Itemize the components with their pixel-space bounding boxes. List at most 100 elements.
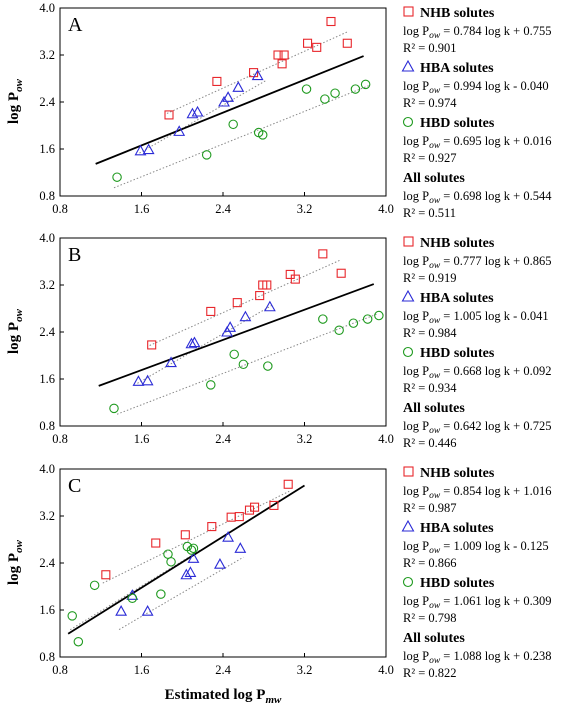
equation-nhb-solutes: log Pow = 0.854 log k + 1.016 [403, 484, 551, 501]
data-point-hbd [186, 545, 197, 555]
fit-line-all-solutes [95, 55, 364, 165]
fit-line-hba-solutes [137, 304, 273, 384]
x-tick-label: 2.4 [215, 202, 231, 216]
data-point-hbd [228, 119, 238, 130]
data-point-hba [115, 605, 128, 616]
r2-hba-solutes: R² = 0.866 [403, 556, 457, 570]
data-point-hbd [201, 150, 212, 160]
data-point-nhb [262, 280, 272, 290]
x-axis-label: Estimated log Pmw [165, 687, 282, 706]
x-tick-label: 3.2 [297, 432, 313, 446]
x-tick-label: 1.6 [134, 202, 150, 216]
data-point-nhb [342, 38, 352, 48]
data-point-hba [165, 356, 177, 368]
x-tick-label: 0.8 [52, 202, 68, 216]
data-point-hba [187, 552, 200, 563]
x-tick-label: 2.4 [215, 432, 231, 446]
y-tick-label: 1.6 [39, 372, 55, 386]
data-point-hbd [334, 325, 344, 335]
y-tick-label: 2.4 [39, 556, 55, 570]
data-point-nhb [303, 38, 313, 48]
legend-name-hbd-solutes: HBD solutes [420, 116, 495, 131]
plot-area [67, 479, 305, 647]
data-point-hbd [362, 314, 373, 324]
equation-hbd-solutes: log Pow = 0.668 log k + 0.092 [403, 364, 551, 381]
data-point-nhb [250, 502, 260, 512]
y-tick-label: 0.8 [39, 189, 55, 203]
legend: NHB solutes log Pow = 0.854 log k + 1.016… [401, 466, 551, 680]
legend-marker-hba [401, 289, 415, 302]
data-point-nhb [226, 512, 236, 522]
data-point-hbd [350, 84, 361, 94]
x-tick-label: 4.0 [378, 432, 394, 446]
data-point-hbd [263, 361, 273, 371]
data-point-hba [134, 144, 147, 156]
legend-name-hbd-solutes: HBD solutes [420, 346, 495, 361]
legend-name-nhb-solutes: NHB solutes [420, 466, 495, 481]
data-point-hbd [348, 318, 359, 328]
data-point-hba [184, 566, 197, 577]
equation-hba-solutes: log Pow = 1.009 log k - 0.125 [403, 539, 549, 556]
data-point-nhb [101, 570, 111, 580]
r2-all-solutes: R² = 0.511 [403, 206, 456, 220]
legend-marker-nhb [403, 6, 414, 17]
x-tick-label: 1.6 [134, 432, 150, 446]
data-point-hba [188, 336, 201, 348]
y-tick-label: 4.0 [39, 462, 55, 476]
x-tick-label: 0.8 [52, 432, 68, 446]
legend: NHB solutes log Pow = 0.784 log k + 0.755… [401, 6, 552, 220]
fit-line-hba-solutes [139, 80, 267, 154]
x-tick-label: 3.2 [297, 202, 313, 216]
data-point-nhb [234, 512, 244, 522]
y-tick-label: 1.6 [39, 142, 55, 156]
y-tick-label: 0.8 [39, 650, 55, 664]
panel-label: B [68, 244, 81, 266]
plot-area [95, 16, 371, 189]
data-point-hbd [109, 403, 119, 414]
data-point-hbd [127, 593, 138, 603]
fit-line-nhb-solutes [149, 259, 342, 346]
y-axis-label: log Pow [6, 78, 25, 124]
plot-frame [59, 237, 387, 427]
data-point-hbd [301, 84, 312, 94]
x-tick-label: 4.0 [378, 202, 394, 216]
data-point-hba [132, 375, 145, 386]
data-point-nhb [277, 59, 287, 69]
data-point-nhb [312, 42, 322, 52]
y-tick-label: 2.4 [39, 325, 55, 339]
legend-name-hba-solutes: HBA solutes [420, 521, 494, 536]
plot-frame [59, 468, 387, 658]
data-point-hbd [188, 543, 199, 554]
data-point-hba [180, 568, 193, 580]
data-point-hbd [112, 172, 122, 182]
legend-name-nhb-solutes: NHB solutes [420, 236, 495, 251]
data-point-hba [234, 542, 247, 553]
fit-line-hba-solutes [118, 556, 244, 630]
data-point-nhb [249, 68, 259, 78]
data-point-nhb [255, 291, 265, 301]
r2-hbd-solutes: R² = 0.798 [403, 611, 457, 625]
data-point-nhb [290, 274, 300, 284]
equation-nhb-solutes: log Pow = 0.784 log k + 0.755 [403, 24, 551, 41]
data-point-nhb [164, 110, 174, 120]
r2-nhb-solutes: R² = 0.987 [403, 501, 457, 515]
data-point-nhb [318, 249, 328, 259]
data-point-nhb [273, 50, 283, 60]
r2-hba-solutes: R² = 0.984 [403, 326, 457, 340]
data-point-hba [141, 605, 154, 616]
data-point-hba [186, 107, 199, 119]
data-point-nhb [151, 538, 161, 548]
legend: NHB solutes log Pow = 0.777 log k + 0.865… [401, 236, 551, 450]
y-axis-label: log Pow [6, 308, 25, 354]
equation-hbd-solutes: log Pow = 0.695 log k + 0.016 [403, 134, 551, 151]
legend-marker-hba [401, 59, 415, 72]
fit-line-nhb-solutes [102, 490, 290, 584]
data-point-nhb [244, 505, 255, 515]
r2-hbd-solutes: R² = 0.934 [403, 381, 457, 395]
data-point-hbd [67, 611, 77, 621]
legend-name-all-solutes: All solutes [403, 401, 465, 416]
data-point-nhb [269, 500, 279, 510]
data-point-hba [222, 531, 235, 542]
